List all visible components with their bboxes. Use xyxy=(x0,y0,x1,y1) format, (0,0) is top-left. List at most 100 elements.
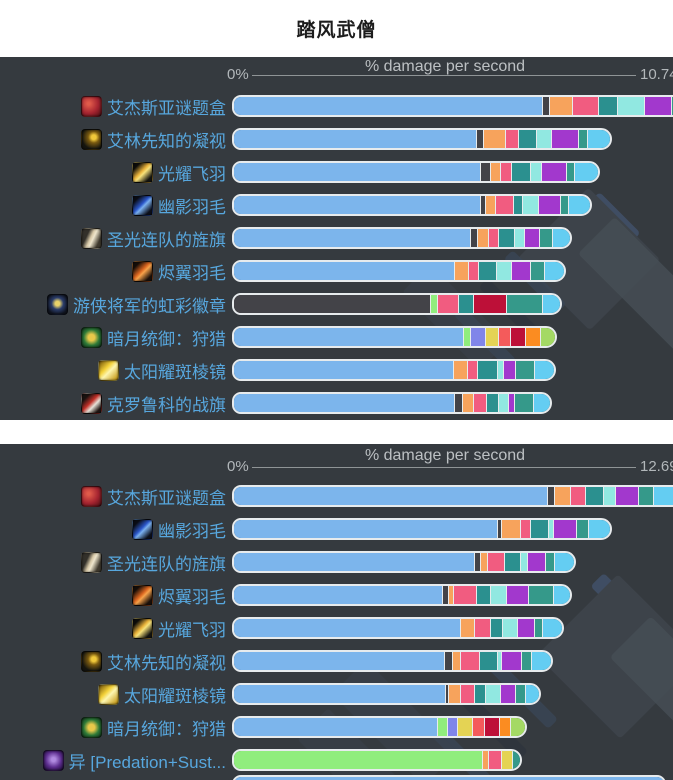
bar-segment-purple xyxy=(506,586,528,604)
bar-segment-pink xyxy=(500,163,511,181)
item-label-link[interactable]: 艾林先知的凝视 xyxy=(0,128,226,151)
axis-min-label: 0% xyxy=(227,66,249,83)
stacked-bar xyxy=(232,293,562,315)
bar-segment-darkgray xyxy=(442,586,448,604)
bar-segment-teal xyxy=(511,163,530,181)
item-label-link[interactable]: 游侠将军的虹彩徽章 xyxy=(0,293,226,316)
bar-segment-darkgray xyxy=(480,163,490,181)
bar-segment-darkgray xyxy=(480,196,485,214)
page-title-band: 踏风武僧 xyxy=(0,0,673,57)
item-name: 暗月统御：狩猎 xyxy=(107,719,226,739)
bar-segment-green xyxy=(234,751,482,769)
stacked-bar xyxy=(232,617,564,639)
bar-segment-purple xyxy=(503,361,515,379)
bar-segment-blue xyxy=(234,196,480,214)
chart-row: 光耀飞羽 xyxy=(0,161,673,184)
axis-max-label: 10.74 xyxy=(640,66,673,83)
bar-segment-teal xyxy=(458,295,473,313)
chart-row: 艾杰斯亚谜题盒 xyxy=(0,95,673,118)
stacked-bar xyxy=(232,161,600,183)
bar-segment-teal2 xyxy=(521,652,531,670)
bar-segment-orange xyxy=(477,229,488,247)
war-banner-icon xyxy=(81,392,102,414)
bar-segment-teal xyxy=(518,130,536,148)
bar-segment-sky xyxy=(552,229,570,247)
bar-segment-orange xyxy=(485,196,495,214)
stacked-bar xyxy=(232,260,566,282)
bar-segment-yellowgreen xyxy=(510,718,525,736)
bar-segment-pink xyxy=(488,751,501,769)
bar-segment-lavender xyxy=(470,328,485,346)
bar-segment-green xyxy=(430,295,437,313)
predation-icon xyxy=(42,749,64,771)
bar-segment-yellow xyxy=(501,751,512,769)
dps-chart-2: % damage per second 0% 12.69 艾杰斯亚谜题盒幽影羽毛… xyxy=(0,444,673,780)
item-label-link[interactable]: 幽影羽毛 xyxy=(0,518,226,541)
item-label-link[interactable]: 光耀飞羽 xyxy=(0,161,226,184)
item-label-link[interactable]: 异 [Predation+Sust... xyxy=(0,749,226,772)
shadow-feather-icon xyxy=(132,518,153,540)
item-label-link[interactable]: 烬翼羽毛 xyxy=(0,260,226,283)
item-label-link[interactable]: 艾林先知的凝视 xyxy=(0,650,226,673)
bar-segment-purple xyxy=(644,97,671,115)
bar-segment-lavender xyxy=(447,718,457,736)
axis-title: % damage per second xyxy=(364,447,526,464)
chart-row xyxy=(0,775,673,780)
stacked-bar xyxy=(232,716,527,738)
bar-segment-purple xyxy=(511,262,530,280)
bar-segment-purple xyxy=(501,652,521,670)
bar-segment-green xyxy=(463,328,470,346)
item-name: 克罗鲁科的战旗 xyxy=(107,395,226,415)
stacked-bar xyxy=(232,194,592,216)
banner-light-icon xyxy=(81,551,102,573)
axis-line xyxy=(252,467,636,468)
banner-light-icon xyxy=(81,227,102,249)
stacked-bar xyxy=(232,95,673,117)
bar-segment-green xyxy=(437,718,447,736)
bar-segment-pink xyxy=(474,619,490,637)
bar-segment-sky xyxy=(542,619,562,637)
radiant-feather-icon xyxy=(132,617,153,639)
item-label-link[interactable]: 圣光连队的旌旗 xyxy=(0,227,226,250)
bar-segment-teal2 xyxy=(671,97,673,115)
bar-segment-crimson xyxy=(473,295,506,313)
item-name: 烬翼羽毛 xyxy=(158,263,226,283)
ember-feather-icon xyxy=(132,584,153,606)
bar-segment-pink xyxy=(473,394,486,412)
item-label-link[interactable]: 圣光连队的旌旗 xyxy=(0,551,226,574)
chart-row: 圣光连队的旌旗 xyxy=(0,551,673,574)
chart-row: 艾林先知的凝视 xyxy=(0,128,673,151)
bar-segment-purple xyxy=(517,619,534,637)
item-label-link[interactable]: 艾杰斯亚谜题盒 xyxy=(0,95,226,118)
bar-segment-yellow xyxy=(457,718,472,736)
ember-feather-icon xyxy=(132,260,153,282)
item-label-link[interactable]: 太阳耀斑棱镜 xyxy=(0,359,226,382)
bar-segment-teal2 xyxy=(530,262,544,280)
bar-segment-purple xyxy=(553,520,576,538)
item-label-link[interactable]: 暗月统御：狩猎 xyxy=(0,326,226,349)
item-label-link[interactable]: 太阳耀斑棱镜 xyxy=(0,683,226,706)
bar-segment-teal2 xyxy=(528,586,553,604)
chart-row: 暗月统御：狩猎 xyxy=(0,326,673,349)
item-label-link[interactable]: 克罗鲁科的战旗 xyxy=(0,392,226,415)
item-label-link[interactable]: 幽影羽毛 xyxy=(0,194,226,217)
bar-segment-teal xyxy=(474,685,485,703)
bar-segment-blue xyxy=(234,361,453,379)
bar-segment-orange xyxy=(460,619,474,637)
bar-segment-purple xyxy=(524,229,539,247)
stacked-bar xyxy=(232,749,522,771)
bar-segment-blue xyxy=(234,163,480,181)
item-label-link[interactable]: 暗月统御：狩猎 xyxy=(0,716,226,739)
bar-segment-pink xyxy=(570,487,585,505)
bar-segment-teal xyxy=(498,229,514,247)
sunflare-prism-icon xyxy=(98,683,119,705)
item-name: 游侠将军的虹彩徽章 xyxy=(73,296,226,316)
bar-segment-orange xyxy=(501,520,520,538)
item-label-link[interactable]: 艾杰斯亚谜题盒 xyxy=(0,485,226,508)
bar-segment-darkgray xyxy=(547,487,554,505)
item-label-link[interactable]: 烬翼羽毛 xyxy=(0,584,226,607)
bar-segment-aqua xyxy=(514,229,524,247)
item-label-link[interactable]: 光耀飞羽 xyxy=(0,617,226,640)
bar-segment-pink xyxy=(460,652,479,670)
darkmoon-hunt-icon xyxy=(81,716,102,738)
